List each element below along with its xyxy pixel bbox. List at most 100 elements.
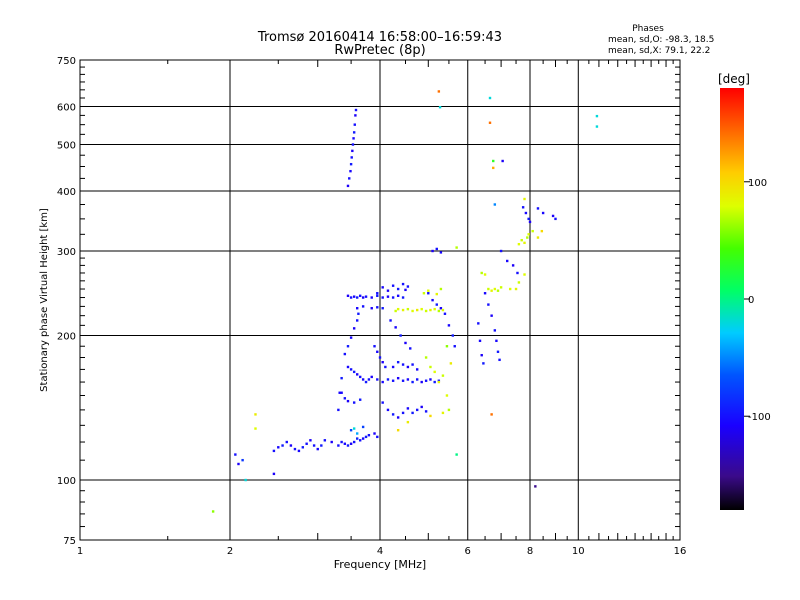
data-point [406, 407, 410, 410]
data-point [396, 376, 400, 380]
data-point [373, 432, 376, 435]
data-point [376, 306, 379, 309]
grid-lines [80, 60, 680, 540]
data-point [396, 307, 400, 311]
data-point [498, 358, 501, 362]
data-point [323, 439, 327, 442]
data-point [343, 352, 347, 356]
data-point [528, 220, 532, 224]
data-point [386, 378, 390, 381]
data-point [281, 444, 284, 447]
data-point [534, 485, 537, 488]
data-point [404, 341, 407, 345]
data-point [541, 211, 545, 215]
data-point [437, 379, 441, 382]
data-point [420, 380, 423, 384]
data-point [355, 437, 359, 440]
data-point [343, 397, 347, 400]
y-tick-labels: 75 100 200 300 400 500 600 750 [57, 56, 76, 547]
data-point [354, 114, 357, 117]
data-point [386, 295, 390, 298]
data-point [451, 334, 455, 337]
data-point [536, 236, 540, 239]
data-point [445, 345, 449, 348]
data-point [496, 350, 500, 353]
data-point [352, 440, 356, 444]
data-point [488, 121, 492, 124]
data-point [453, 345, 456, 348]
data-point [340, 376, 343, 380]
data-point [483, 273, 487, 276]
data-point [401, 363, 405, 366]
data-point [424, 356, 428, 359]
data-point [517, 281, 521, 284]
data-point [349, 162, 353, 166]
data-point [285, 440, 288, 444]
stats-line-x: mean, sd,X: 79.1, 22.2 [608, 46, 710, 56]
data-point [352, 427, 356, 430]
data-point [354, 108, 358, 112]
data-point [338, 391, 341, 394]
data-point [415, 368, 419, 371]
data-point [355, 319, 359, 322]
data-point [376, 435, 379, 439]
data-point [401, 282, 405, 286]
data-point [455, 453, 458, 456]
data-point [381, 360, 384, 364]
data-point [340, 440, 343, 444]
data-points [211, 90, 599, 513]
data-point [455, 246, 458, 249]
data-point [411, 411, 414, 415]
data-point [487, 303, 490, 306]
data-point [523, 197, 526, 201]
x-tick-label: 16 [674, 546, 687, 557]
data-point [346, 365, 350, 369]
y-tick-label: 600 [57, 103, 76, 114]
data-point [378, 356, 382, 359]
data-point [438, 106, 442, 109]
colorbar-tick-label: -100 [748, 412, 771, 423]
data-point [429, 414, 432, 418]
data-point [391, 379, 395, 382]
data-point [526, 236, 529, 239]
data-point [351, 143, 355, 146]
data-point [241, 458, 244, 462]
data-point [401, 379, 405, 382]
data-point [370, 375, 373, 379]
data-point [477, 322, 480, 325]
data-point [487, 287, 490, 291]
data-point [480, 353, 483, 357]
data-point [422, 292, 426, 295]
data-point [355, 373, 359, 376]
x-tick-label: 10 [572, 546, 585, 557]
y-tick-label: 750 [57, 56, 76, 67]
data-point [401, 411, 405, 415]
data-point [254, 427, 257, 430]
data-point [441, 308, 445, 312]
data-point [381, 286, 384, 289]
data-point [499, 286, 503, 289]
data-point [437, 309, 441, 313]
data-point [376, 350, 379, 353]
data-point [346, 399, 350, 403]
data-point [352, 370, 356, 374]
data-point [293, 447, 297, 451]
data-point [493, 329, 497, 332]
data-point [524, 211, 528, 215]
x-axis-label: Frequency [MHz] [334, 558, 426, 571]
data-point [361, 425, 365, 429]
data-point [435, 292, 438, 296]
data-point [349, 336, 353, 339]
data-point [343, 442, 347, 445]
data-point [492, 166, 495, 170]
data-point [352, 295, 356, 298]
data-point [406, 365, 410, 369]
data-point [501, 159, 504, 163]
data-point [523, 241, 526, 245]
data-point [540, 229, 544, 233]
data-point [349, 169, 352, 173]
data-point [483, 292, 487, 295]
data-point [439, 251, 443, 254]
data-point [505, 259, 509, 263]
data-point [254, 413, 257, 416]
